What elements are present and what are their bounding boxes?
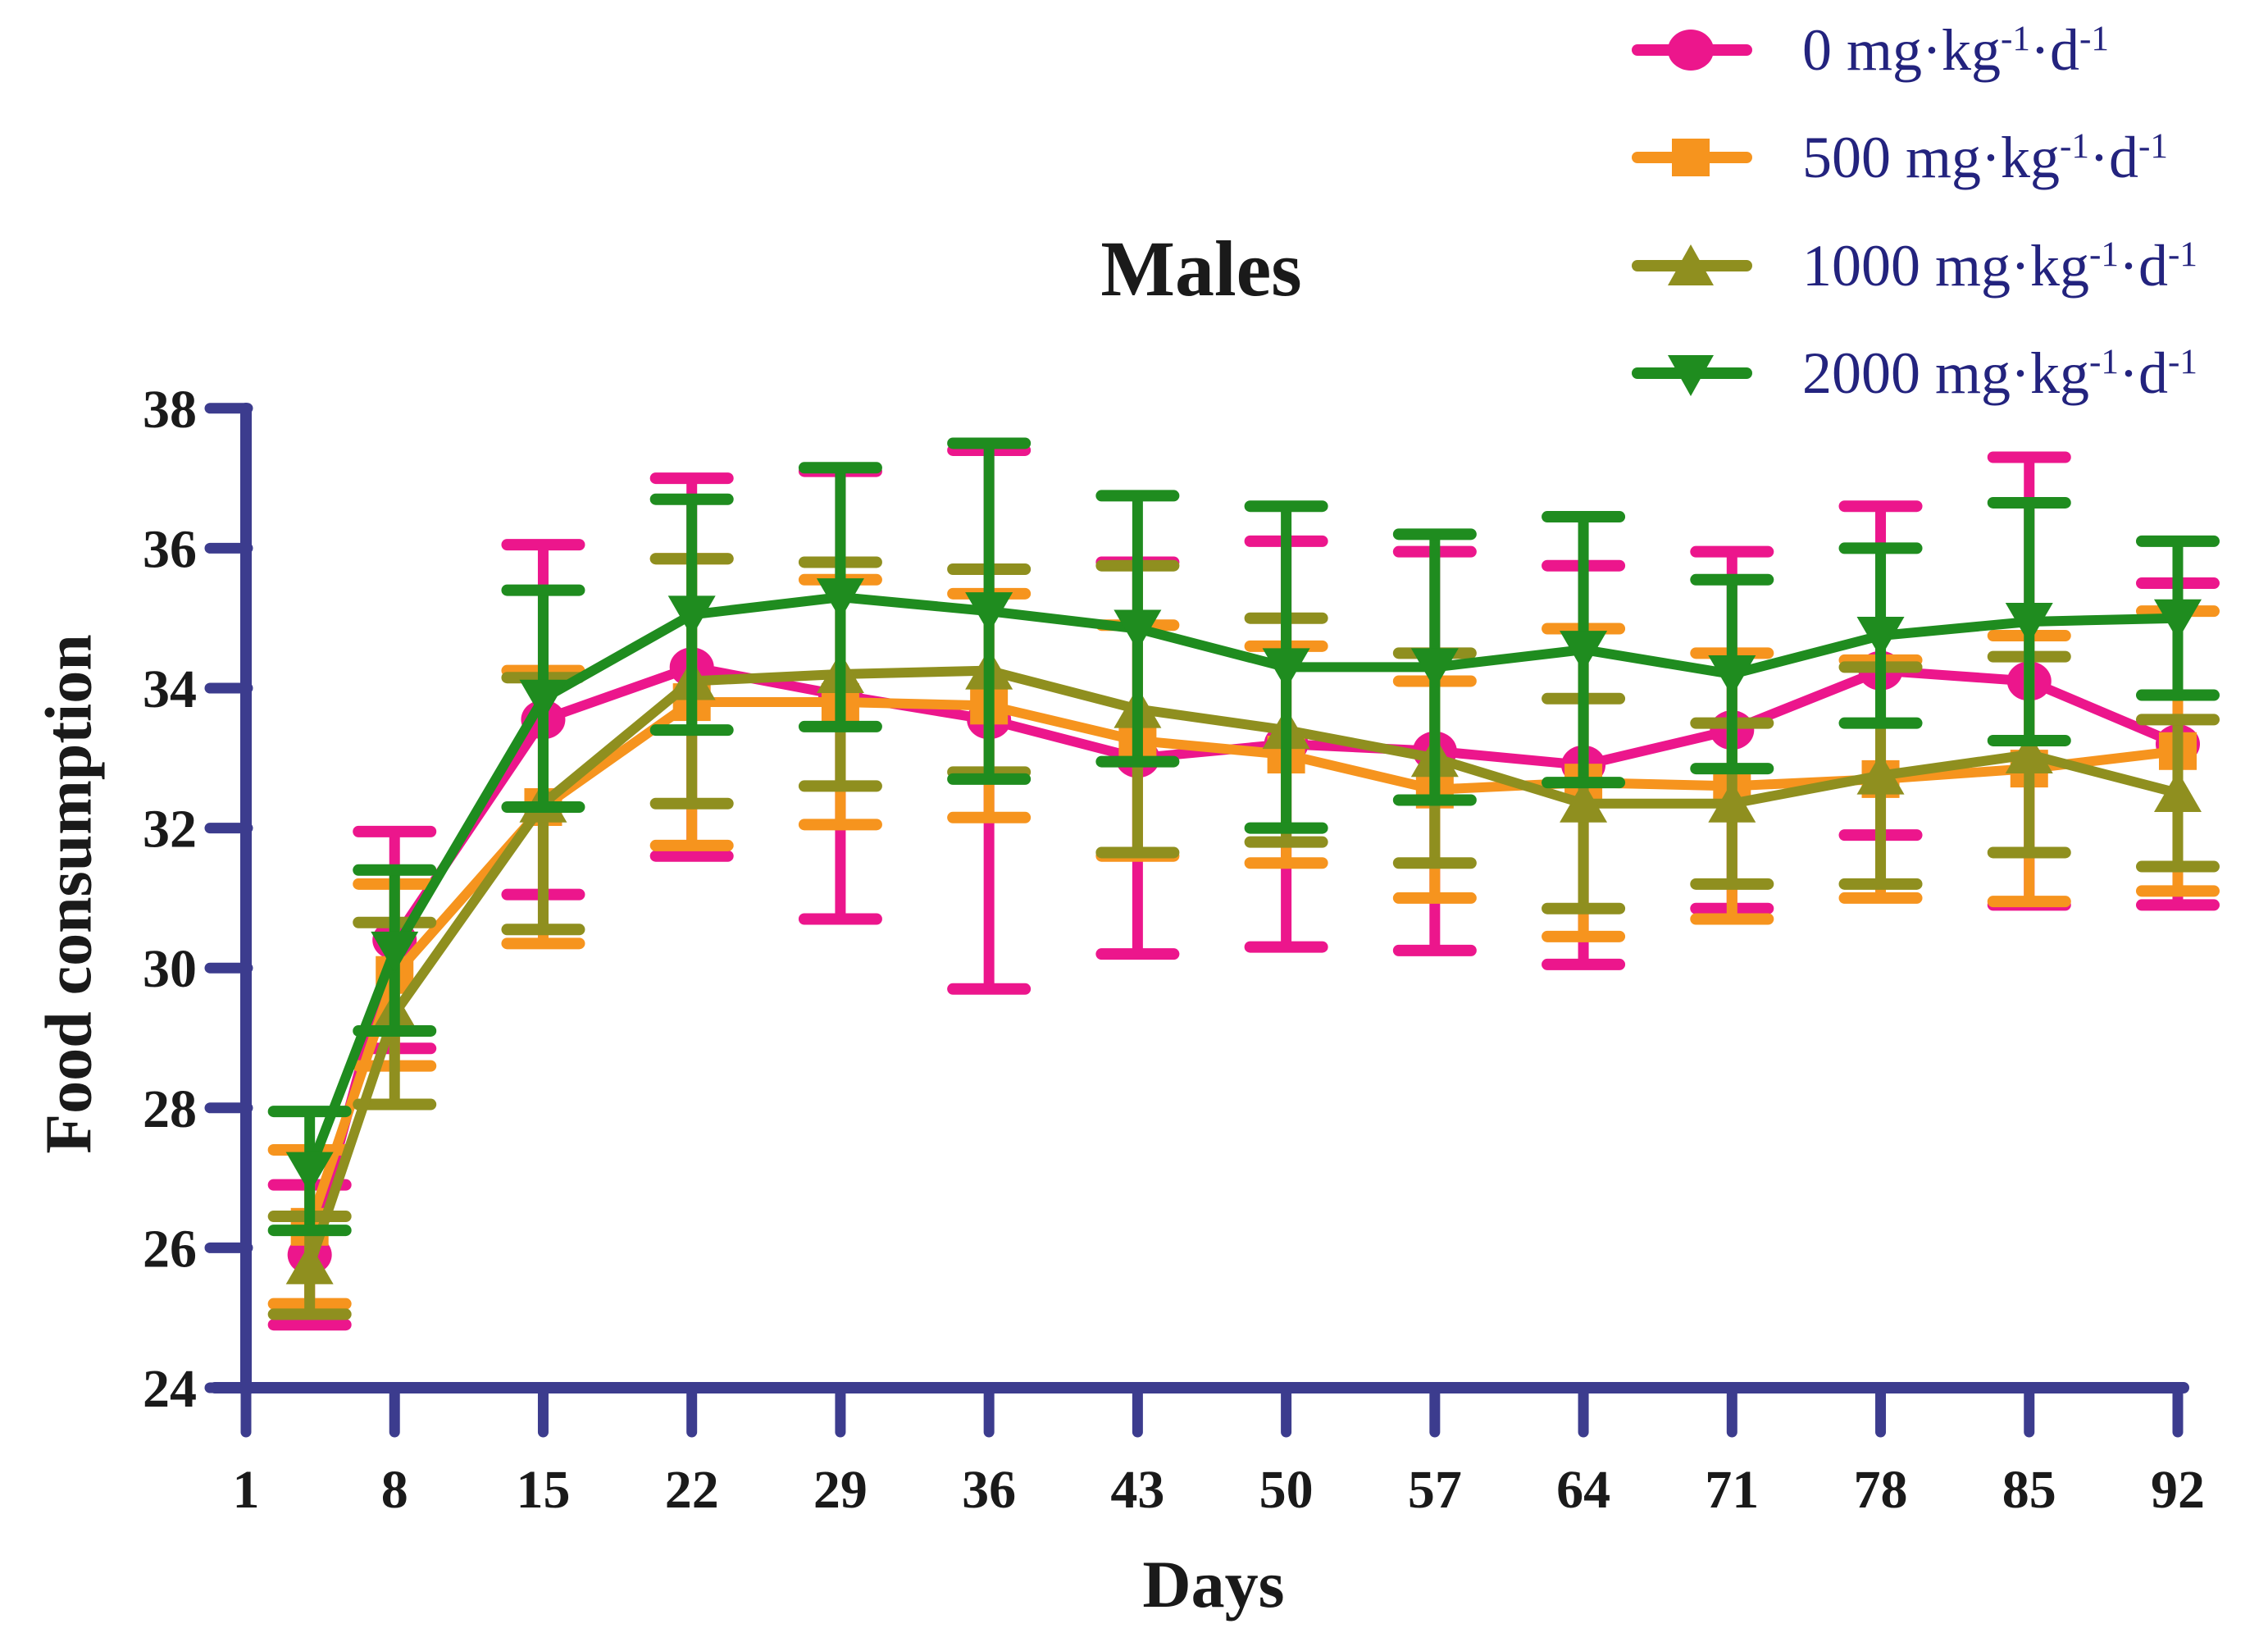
legend-marker-triangle-up-icon [1632, 244, 1752, 285]
legend-row-dose-1000: 1000 mg·kg-1·d-1 [1632, 225, 2197, 307]
marker-triangle-down [1114, 609, 1162, 651]
marker-triangle-down [667, 595, 716, 637]
legend-marker-square-icon [1632, 139, 1752, 176]
x-tick-label: 57 [1408, 1460, 1462, 1520]
marker-triangle-down [371, 931, 419, 973]
marker-triangle-down [2005, 602, 2053, 644]
series-line-1000 [304, 665, 2179, 1267]
marker-triangle-down [816, 578, 864, 620]
x-tick-label: 1 [233, 1460, 260, 1520]
x-tick-label: 36 [962, 1460, 1016, 1520]
y-tick-label: 32 [143, 800, 197, 860]
marker-triangle-down [1262, 648, 1310, 690]
legend-label-dose-500: 500 mg·kg-1·d-1 [1802, 124, 2168, 190]
marker-triangle-down [1560, 631, 1608, 673]
chart-title: Males [1100, 225, 1302, 312]
legend-marker-triangle-down-icon [1632, 355, 1752, 396]
marker-triangle-up [1856, 753, 1905, 795]
legend-row-dose-2000: 2000 mg·kg-1·d-1 [1632, 332, 2197, 414]
x-tick-label: 78 [1854, 1460, 1908, 1520]
marker-triangle-up [285, 1243, 334, 1284]
marker-triangle-down [2153, 599, 2202, 641]
x-tick-label: 29 [813, 1460, 868, 1520]
legend-label-dose-2000: 2000 mg·kg-1·d-1 [1802, 340, 2197, 406]
x-tick-label: 22 [665, 1460, 719, 1520]
y-tick-label: 24 [143, 1359, 197, 1419]
marker-triangle-up [1708, 781, 1756, 823]
series-line-2000 [305, 592, 2179, 1173]
y-tick-label: 34 [143, 659, 197, 719]
y-tick-label: 38 [143, 380, 197, 440]
marker-triangle-down [519, 679, 567, 721]
marker-triangle-up [1560, 781, 1608, 823]
legend: 0 mg·kg-1·d-1 500 mg·kg-1·d-1 1000 mg·kg… [0, 0, 2268, 459]
x-tick-label: 8 [381, 1460, 408, 1520]
y-tick-label: 30 [143, 939, 197, 999]
x-tick-label: 15 [516, 1460, 570, 1520]
marker-triangle-down [1856, 617, 1905, 659]
marker-triangle-down [1708, 655, 1756, 696]
x-tick-label: 71 [1705, 1460, 1759, 1520]
x-tick-label: 43 [1110, 1460, 1164, 1520]
legend-label-dose-1000: 1000 mg·kg-1·d-1 [1802, 232, 2197, 299]
legend-row-dose-0: 0 mg·kg-1·d-1 [1632, 9, 2109, 91]
y-tick-label: 28 [143, 1079, 197, 1139]
x-tick-label: 64 [1556, 1460, 1610, 1520]
legend-label-dose-0: 0 mg·kg-1·d-1 [1802, 16, 2109, 83]
legend-row-dose-500: 500 mg·kg-1·d-1 [1632, 116, 2168, 198]
x-tick-label: 50 [1259, 1460, 1314, 1520]
marker-triangle-down [965, 592, 1013, 634]
marker-triangle-down [285, 1152, 334, 1193]
x-axis-title: Days [1142, 1547, 1285, 1621]
legend-marker-circle-icon [1632, 30, 1752, 71]
marker-triangle-down [1410, 648, 1459, 690]
y-axis-title: Food consumption [33, 634, 106, 1154]
marker-triangle-up [2005, 732, 2053, 774]
x-tick-label: 85 [2002, 1460, 2056, 1520]
marker-triangle-up [2153, 770, 2202, 812]
x-tick-label: 92 [2151, 1460, 2205, 1520]
y-tick-label: 26 [143, 1219, 197, 1279]
y-tick-label: 36 [143, 519, 197, 579]
